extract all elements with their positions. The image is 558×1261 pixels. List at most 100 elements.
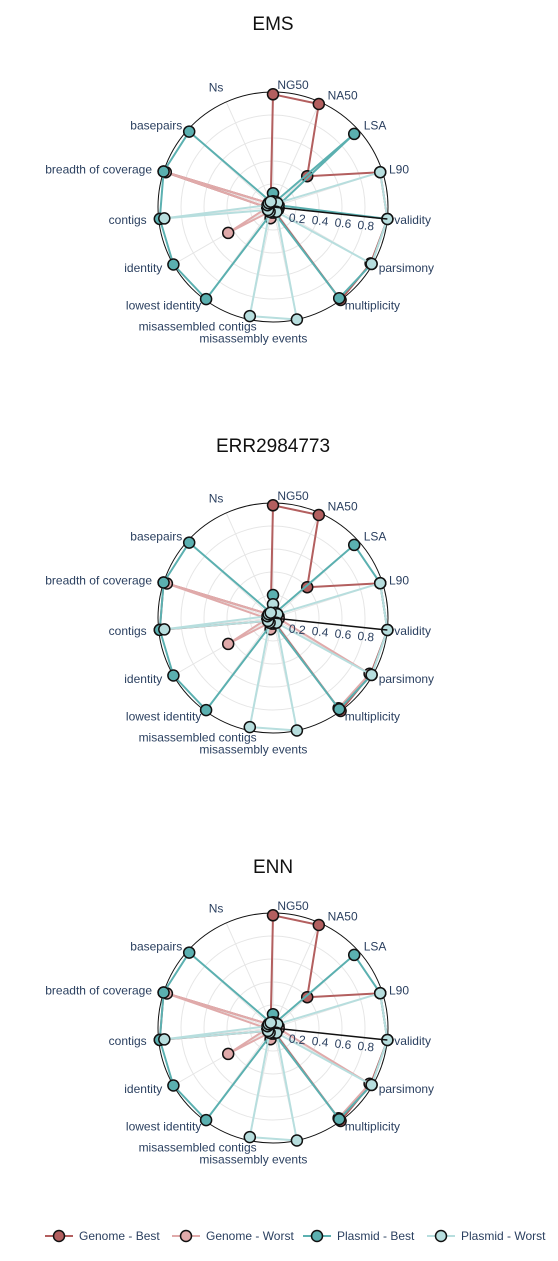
axis-label-breadth-of-coverage: breadth of coverage <box>45 573 152 587</box>
axis-label-breadth-of-coverage: breadth of coverage <box>45 162 152 176</box>
data-point-identity[interactable] <box>167 669 180 682</box>
legend-marker <box>434 1229 448 1243</box>
data-point-basepairs[interactable] <box>182 536 196 549</box>
data-point-contigs[interactable] <box>158 212 171 225</box>
data-point-na50[interactable] <box>312 97 326 111</box>
axis-label-ng50: NG50 <box>277 78 309 92</box>
data-point-identity[interactable] <box>167 258 180 271</box>
data-point-basepairs[interactable] <box>182 946 196 959</box>
data-point-breadth-of-coverage[interactable] <box>157 576 170 589</box>
data-point-multiplicity[interactable] <box>332 702 346 716</box>
data-point-ng50[interactable] <box>266 499 280 512</box>
radial-tick-label: 0.4 <box>311 1034 329 1050</box>
data-point-lowest-identity[interactable] <box>199 1113 213 1127</box>
data-point-lowest-identity[interactable] <box>199 703 213 717</box>
data-point-ng50[interactable] <box>266 909 280 922</box>
data-point-contigs[interactable] <box>158 1033 171 1046</box>
chart-title: ENN <box>253 857 293 878</box>
axis-label-contigs: contigs <box>109 213 147 227</box>
data-point-multiplicity[interactable] <box>332 291 346 305</box>
grid-spoke <box>272 101 321 208</box>
axis-label-misassembled-contigs: misassembled contigs <box>139 730 257 744</box>
angular-axis-labels: NG50 NA50 LSA L90 validity parsimony multiplic… <box>45 489 434 756</box>
radial-tick-label: 0.6 <box>334 1036 352 1052</box>
data-point-ng50[interactable] <box>266 88 280 101</box>
data-point-na50[interactable] <box>312 918 326 932</box>
radial-tick-label: 0.6 <box>334 215 352 231</box>
data-point-misassembly-events[interactable] <box>290 313 304 326</box>
data-point-contigs[interactable] <box>158 623 171 636</box>
data-point-identity[interactable] <box>221 637 235 651</box>
axis-label-basepairs: basepairs <box>130 939 182 953</box>
legend-label: Plasmid - Worst <box>461 1229 546 1243</box>
radar-chart-ems: EMS 0.2 0.4 0.6 0.8 NG50 NA50 LSA L90 validity par… <box>45 14 434 345</box>
axis-label-lowest-identity: lowest identity <box>126 710 201 724</box>
axis-label-lsa: LSA <box>364 939 387 953</box>
axis-label-ns: Ns <box>209 81 224 95</box>
chart-title: ERR2984773 <box>216 436 330 457</box>
axis-label-l90: L90 <box>389 162 409 176</box>
legend-item-genome-worst[interactable]: Genome - Worst <box>172 1229 294 1243</box>
radar-chart-enn: ENN 0.2 0.4 0.6 0.8 NG50 NA50 LSA L90 validity par… <box>45 857 434 1166</box>
data-point-misassembly-events[interactable] <box>290 1134 304 1147</box>
data-point-l90[interactable] <box>373 576 387 590</box>
legend-item-plasmid-best[interactable]: Plasmid - Best <box>303 1229 415 1243</box>
data-point-misassembled-contigs[interactable] <box>243 720 257 734</box>
legend-label: Plasmid - Best <box>337 1229 415 1243</box>
data-point-l90[interactable] <box>373 986 387 1000</box>
data-point-lsa[interactable] <box>300 169 314 183</box>
axis-label-validity: validity <box>394 624 431 638</box>
legend-item-genome-best[interactable]: Genome - Best <box>45 1229 160 1243</box>
axis-label-identity: identity <box>124 1082 162 1096</box>
axis-label-lsa: LSA <box>364 529 387 543</box>
radial-tick-label: 0.6 <box>334 626 352 642</box>
axis-label-misassembly-events: misassembly events <box>199 331 307 345</box>
axis-label-validity: validity <box>394 213 431 227</box>
series-plasmid-worst <box>158 165 394 326</box>
data-point-misassembly-events[interactable] <box>290 724 304 737</box>
data-point-identity[interactable] <box>221 226 235 240</box>
data-point-basepairs[interactable] <box>182 125 196 138</box>
data-point-misassembled-contigs[interactable] <box>243 309 257 323</box>
data-point-breadth-of-coverage[interactable] <box>157 165 170 178</box>
data-point-lsa[interactable] <box>347 948 361 962</box>
data-point-l90[interactable] <box>373 165 387 179</box>
radial-axis-line <box>272 206 388 220</box>
data-point-lsa[interactable] <box>300 990 314 1004</box>
radial-tick-label: 0.8 <box>357 218 375 234</box>
data-point-lsa[interactable] <box>300 580 314 594</box>
data-point-lsa[interactable] <box>347 127 361 141</box>
axis-label-l90: L90 <box>389 573 409 587</box>
data-point-lsa[interactable] <box>347 538 361 552</box>
axis-label-parsimony: parsimony <box>379 672 434 686</box>
axis-label-multiplicity: multiplicity <box>345 1120 400 1134</box>
data-point-na50[interactable] <box>312 508 326 522</box>
grid-spoke <box>225 101 274 208</box>
data-point-ns[interactable] <box>264 195 277 208</box>
data-point-parsimony[interactable] <box>365 257 378 271</box>
legend-marker <box>179 1229 193 1243</box>
data-point-breadth-of-coverage[interactable] <box>157 986 170 999</box>
axis-label-parsimony: parsimony <box>379 1082 434 1096</box>
axis-label-contigs: contigs <box>109 624 147 638</box>
axis-label-contigs: contigs <box>109 1034 147 1048</box>
data-point-identity[interactable] <box>167 1079 180 1092</box>
radial-axis-line <box>272 1027 388 1041</box>
data-point-ns[interactable] <box>264 1016 277 1029</box>
data-point-parsimony[interactable] <box>365 1078 378 1092</box>
legend-marker <box>310 1229 324 1243</box>
data-point-misassembled-contigs[interactable] <box>243 1130 257 1144</box>
grid-spoke <box>272 922 321 1029</box>
axis-label-na50: NA50 <box>328 500 358 514</box>
legend-item-plasmid-worst[interactable]: Plasmid - Worst <box>427 1229 546 1243</box>
data-point-multiplicity[interactable] <box>332 1112 346 1126</box>
angular-axis-labels: NG50 NA50 LSA L90 validity parsimony multiplic… <box>45 899 434 1166</box>
data-point-ns[interactable] <box>264 606 277 619</box>
data-point-identity[interactable] <box>221 1047 235 1061</box>
series-genome-worst <box>160 987 376 1125</box>
data-point-parsimony[interactable] <box>365 668 378 682</box>
radial-tick-label: 0.4 <box>311 624 329 640</box>
data-point-lowest-identity[interactable] <box>199 292 213 306</box>
